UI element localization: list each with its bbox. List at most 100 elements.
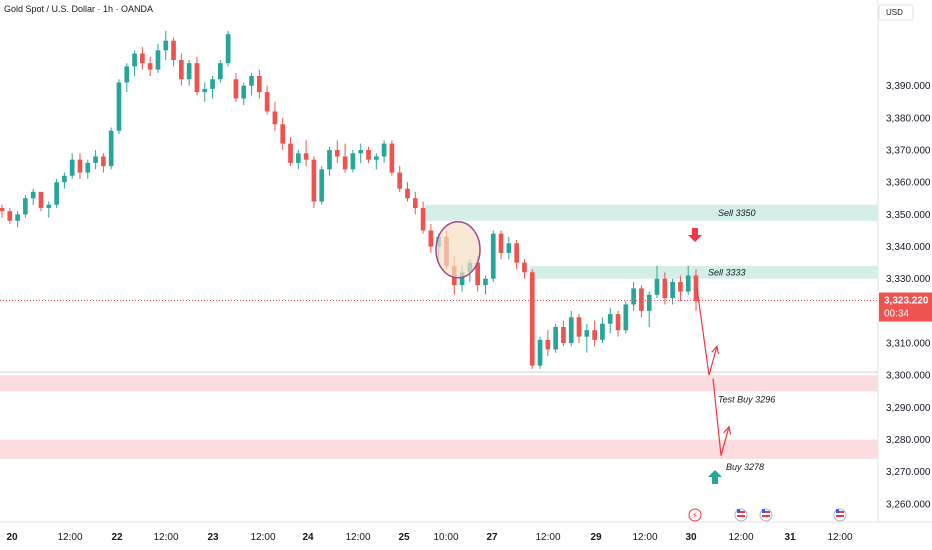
us-flag-icon[interactable] xyxy=(759,508,773,522)
us-flag-icon[interactable] xyxy=(833,508,847,522)
candle-body xyxy=(7,211,13,221)
candle-body xyxy=(15,214,20,221)
countdown-label: 00:34 xyxy=(884,309,909,320)
zone-label: Sell 3333 xyxy=(708,267,746,277)
candle-body xyxy=(249,76,254,86)
candle-body xyxy=(23,198,28,215)
y-tick-label: 3,390.000 xyxy=(886,81,931,92)
zone-sell xyxy=(530,265,878,279)
candle-body xyxy=(693,275,699,302)
x-tick-label: 12:00 xyxy=(153,532,178,543)
candle-body xyxy=(646,294,652,311)
candle-body xyxy=(366,150,371,160)
candle-body xyxy=(334,150,340,157)
event-label: ⚡ xyxy=(692,511,698,520)
candle-body xyxy=(69,159,75,176)
y-tick-label: 3,310.000 xyxy=(886,339,931,350)
candle-body xyxy=(155,50,161,70)
y-tick-label: 3,260.000 xyxy=(886,499,931,510)
candle-body xyxy=(186,63,192,80)
candle-body xyxy=(545,339,551,350)
candle-body xyxy=(537,339,543,366)
candle-body xyxy=(303,153,309,160)
candle-body xyxy=(568,317,574,344)
highlight-circle xyxy=(435,221,481,279)
candle-body xyxy=(210,79,215,89)
candle-body xyxy=(553,326,558,350)
zone-label: Test Buy 3296 xyxy=(718,394,775,404)
candle-body xyxy=(654,278,660,295)
x-tick-label: 12:00 xyxy=(57,532,82,543)
projection-arrow xyxy=(696,288,718,376)
candle-body xyxy=(179,59,184,80)
candle-body xyxy=(171,40,176,60)
candle-body xyxy=(241,85,247,99)
x-tick-label: 29 xyxy=(590,532,602,543)
candle-body xyxy=(522,262,527,273)
candle-body xyxy=(295,153,301,163)
candle-body xyxy=(678,281,683,292)
y-tick-label: 3,270.000 xyxy=(886,467,931,478)
candle-body xyxy=(233,79,239,99)
y-tick-label: 3,290.000 xyxy=(886,403,931,414)
x-tick-label: 24 xyxy=(302,532,314,543)
candle-body xyxy=(397,172,403,189)
candle-body xyxy=(600,323,605,340)
candle-body xyxy=(639,288,644,311)
candle-body xyxy=(163,40,169,51)
currency-label: USD xyxy=(886,8,903,17)
candle-body xyxy=(631,288,636,305)
x-tick-label: 12:00 xyxy=(827,532,852,543)
candle-body xyxy=(93,156,98,163)
candle-body xyxy=(194,63,200,93)
x-tick-label: 25 xyxy=(398,532,410,543)
zone-label: Buy 3278 xyxy=(726,462,764,472)
candle-body xyxy=(498,233,504,253)
candle-body xyxy=(662,278,668,299)
candle-body xyxy=(342,156,348,170)
x-tick-label: 27 xyxy=(486,532,498,543)
candle-body xyxy=(506,243,512,253)
candle-body xyxy=(116,82,122,131)
candle-body xyxy=(311,159,317,202)
candle-body xyxy=(350,153,356,170)
y-tick-label: 3,350.000 xyxy=(886,210,931,221)
sell-signal-arrow-icon xyxy=(688,228,702,242)
candle-body xyxy=(77,159,83,173)
candle-body xyxy=(529,272,535,366)
candle-body xyxy=(405,188,410,199)
current-price-badge xyxy=(879,292,932,322)
candle-body xyxy=(483,278,488,286)
candle-body xyxy=(272,111,278,125)
candle-body xyxy=(412,198,418,208)
candle-body xyxy=(124,66,130,83)
candle-body xyxy=(389,143,395,173)
candle-body xyxy=(475,262,481,286)
current-price-label: 3,323.220 xyxy=(884,296,929,307)
lightning-icon[interactable]: ⚡ xyxy=(688,508,702,522)
chart-title: Gold Spot / U.S. Dollar · 1h · OANDA xyxy=(4,4,154,14)
x-tick-label: 12:00 xyxy=(728,532,753,543)
candle-body xyxy=(428,230,434,247)
candle-body xyxy=(607,314,613,324)
zone-buy xyxy=(0,375,878,392)
x-tick-label: 31 xyxy=(784,532,796,543)
x-tick-label: 12:00 xyxy=(535,532,560,543)
candle-body xyxy=(615,314,621,331)
x-tick-label: 10:00 xyxy=(433,532,458,543)
projection-arrow-2 xyxy=(712,378,730,456)
candle-body xyxy=(685,275,691,292)
candle-body xyxy=(381,143,387,157)
x-tick-label: 20 xyxy=(6,532,18,543)
us-flag-icon[interactable] xyxy=(734,508,748,522)
candle-body xyxy=(132,53,137,67)
candle-body xyxy=(514,243,519,263)
candle-body xyxy=(358,150,364,154)
x-tick-label: 23 xyxy=(207,532,219,543)
candle-body xyxy=(30,191,36,199)
candle-body xyxy=(85,162,91,173)
currency-box xyxy=(878,4,914,21)
y-tick-label: 3,380.000 xyxy=(886,113,931,124)
